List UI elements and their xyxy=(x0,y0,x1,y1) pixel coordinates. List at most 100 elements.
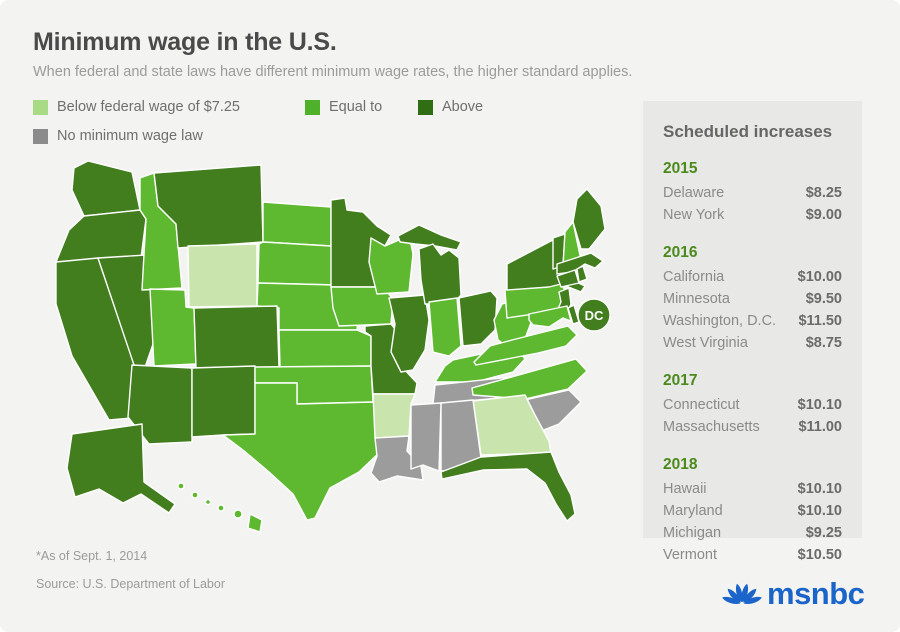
year-heading: 2018 xyxy=(663,456,698,473)
state-dc-badge xyxy=(577,298,611,332)
state-colorado xyxy=(193,305,280,369)
wage-value: $8.25 xyxy=(805,185,842,201)
wage-value: $11.00 xyxy=(798,419,842,435)
wage-value: $9.25 xyxy=(805,525,842,541)
state-ohio xyxy=(458,290,498,347)
dc-badge-label: DC xyxy=(585,308,604,323)
state-name: Connecticut xyxy=(663,397,740,413)
wage-value: $10.10 xyxy=(797,481,842,497)
legend-label: Above xyxy=(442,99,484,115)
increase-row: Connecticut $10.10 xyxy=(663,394,842,416)
as-of-note: *As of Sept. 1, 2014 xyxy=(36,549,148,563)
increase-row: Maryland $10.10 xyxy=(663,500,842,522)
legend-row-2: No minimum wage law xyxy=(33,128,483,144)
state-name: New York xyxy=(663,207,725,223)
state-montana xyxy=(153,164,264,249)
state-name: Massachusetts xyxy=(663,419,760,435)
panel-title: Scheduled increases xyxy=(663,122,833,141)
legend-row-1: Below federal wage of $7.25 Equal to Abo… xyxy=(33,99,483,115)
state-illinois xyxy=(388,294,430,373)
state-rhode-island xyxy=(576,265,588,283)
increase-group-2018: 2018 Hawaii $10.10 Maryland $10.10 Michi… xyxy=(663,456,842,566)
state-name: Hawaii xyxy=(663,481,707,497)
state-name: Vermont xyxy=(663,547,717,563)
msnbc-wordmark: msnbc xyxy=(767,576,865,611)
nbc-peacock-icon xyxy=(722,583,762,604)
state-wyoming xyxy=(187,243,258,308)
increase-row: New York $9.00 xyxy=(663,204,842,226)
legend-item-below: Below federal wage of $7.25 xyxy=(33,99,305,115)
state-texas xyxy=(222,382,383,521)
page-title: Minimum wage in the U.S. xyxy=(33,28,337,56)
state-alaska xyxy=(66,423,176,514)
scheduled-increases-panel: Scheduled increases 2015 Delaware $8.25 … xyxy=(643,101,862,563)
increase-group-2017: 2017 Connecticut $10.10 Massachusetts $1… xyxy=(663,372,842,438)
legend-label: No minimum wage law xyxy=(57,128,203,144)
increase-row: Vermont $10.50 xyxy=(663,544,842,566)
state-name: California xyxy=(663,269,725,285)
legend-item-above: Above xyxy=(418,99,483,115)
increase-row: Massachusetts $11.00 xyxy=(663,416,842,438)
state-michigan xyxy=(397,224,462,305)
increase-row: Hawaii $10.10 xyxy=(663,478,842,500)
above-swatch-icon xyxy=(418,99,433,115)
state-north-carolina xyxy=(471,358,588,400)
state-arkansas xyxy=(372,393,416,439)
wage-value: $10.10 xyxy=(797,397,842,413)
increase-row: California $10.00 xyxy=(663,266,842,288)
increase-group-2015: 2015 Delaware $8.25 New York $9.00 xyxy=(663,160,842,226)
increase-group-2016: 2016 California $10.00 Minnesota $9.50 W… xyxy=(663,244,842,354)
state-arizona xyxy=(127,364,193,445)
increase-row: Washington, D.C. $11.50 xyxy=(663,310,842,332)
increase-row: Michigan $9.25 xyxy=(663,522,842,544)
state-oregon xyxy=(55,209,147,263)
wage-value: $10.10 xyxy=(797,503,842,519)
state-hawaii xyxy=(177,482,263,533)
page-subtitle: When federal and state laws have differe… xyxy=(33,64,633,80)
state-connecticut xyxy=(556,269,580,288)
legend-label: Equal to xyxy=(329,99,383,115)
state-louisiana xyxy=(370,435,424,483)
state-north-dakota xyxy=(262,201,332,247)
increase-row: Minnesota $9.50 xyxy=(663,288,842,310)
state-virginia xyxy=(473,325,578,366)
legend-item-none: No minimum wage law xyxy=(33,128,203,144)
state-name: Michigan xyxy=(663,525,722,541)
state-name: Delaware xyxy=(663,185,725,201)
wage-value: $8.75 xyxy=(805,335,842,351)
state-name: West Virginia xyxy=(663,335,748,351)
year-heading: 2016 xyxy=(663,244,698,261)
state-massachusetts xyxy=(556,252,604,275)
state-maine xyxy=(572,188,606,250)
state-mississippi xyxy=(410,402,442,472)
no-law-swatch-icon xyxy=(33,128,48,144)
state-washington xyxy=(71,160,141,217)
year-heading: 2015 xyxy=(663,160,698,177)
wage-value: $9.00 xyxy=(805,207,842,223)
state-wisconsin xyxy=(368,237,414,295)
state-indiana xyxy=(428,297,462,357)
legend-label: Below federal wage of $7.25 xyxy=(57,99,240,115)
state-south-dakota xyxy=(257,241,338,286)
below-swatch-icon xyxy=(33,99,48,115)
legend-item-equal: Equal to xyxy=(305,99,418,115)
state-new-mexico xyxy=(191,365,256,438)
msnbc-logo: msnbc xyxy=(722,576,865,612)
state-maryland xyxy=(528,305,572,328)
state-name: Minnesota xyxy=(663,291,730,307)
state-florida xyxy=(440,451,576,522)
increase-row: West Virginia $8.75 xyxy=(663,332,842,354)
state-name: Maryland xyxy=(663,503,723,519)
year-heading: 2017 xyxy=(663,372,698,389)
increase-row: Delaware $8.25 xyxy=(663,182,842,204)
wage-value: $9.50 xyxy=(805,291,842,307)
source-credit: Source: U.S. Department of Labor xyxy=(36,577,225,591)
legend: Below federal wage of $7.25 Equal to Abo… xyxy=(33,99,483,157)
wage-value: $10.00 xyxy=(797,269,842,285)
equal-swatch-icon xyxy=(305,99,320,115)
wage-value: $11.50 xyxy=(798,313,842,329)
state-kansas xyxy=(278,329,372,368)
state-name: Washington, D.C. xyxy=(663,313,777,329)
wage-value: $10.50 xyxy=(797,547,842,563)
